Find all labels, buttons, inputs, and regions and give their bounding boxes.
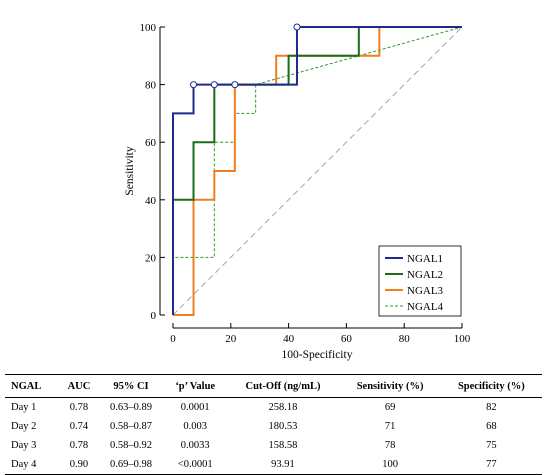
cell-auc: 0.78 — [69, 402, 89, 413]
y-tick-label: 80 — [145, 80, 157, 92]
cell-ci: 0.63–0.89 — [109, 402, 152, 413]
legend: NGAL1 NGAL2 NGAL3 NGAL4 — [378, 245, 462, 317]
y-tick-label: 0 — [151, 310, 157, 322]
x-axis-title: 100-Specificity — [282, 349, 353, 361]
point-marker — [190, 81, 198, 89]
cell-p-value: 0.003 — [183, 421, 208, 432]
x-tick-label: 100 — [454, 333, 471, 345]
cell-ci: 0.58–0.87 — [109, 421, 152, 432]
table-row: Day 4 0.90 0.69–0.98 <0.0001 93.91 100 7… — [5, 455, 542, 475]
header-sensitivity: Sensitivity (%) — [339, 374, 441, 398]
cell-sensitivity: 69 — [384, 402, 396, 413]
cell-day: Day 1 — [11, 402, 37, 413]
cell-day: Day 2 — [11, 421, 37, 432]
y-axis-ticks: 0 20 40 60 80 100 — [140, 22, 165, 322]
legend-label: NGAL4 — [407, 301, 444, 313]
x-axis-ticks: 0 20 40 60 80 100 — [170, 323, 471, 345]
cell-day: Day 3 — [11, 440, 37, 451]
legend-label: NGAL1 — [407, 253, 443, 265]
header-p-value: ‘p’ Value — [163, 374, 227, 398]
point-marker — [210, 81, 218, 89]
cell-sensitivity: 71 — [384, 421, 396, 432]
header-ci: 95% CI — [98, 374, 164, 398]
x-tick-label: 40 — [283, 333, 295, 345]
header-auc: AUC — [59, 374, 99, 398]
roc-chart: 0 20 40 60 80 100 0 20 40 60 80 100 Sensitivity 10… — [124, 22, 471, 361]
cell-cutoff: 258.18 — [268, 402, 298, 413]
cell-specificity: 68 — [486, 421, 497, 432]
series-line-ngal3 — [173, 26, 462, 316]
y-axis-title: Sensitivity — [124, 146, 136, 195]
point-marker — [293, 23, 301, 31]
plot-frame — [159, 27, 462, 329]
x-tick-label: 80 — [399, 333, 411, 345]
y-tick-label: 20 — [145, 252, 157, 264]
cell-auc: 0.74 — [69, 421, 89, 432]
cell-p-value: 0.0033 — [180, 440, 210, 451]
diagonal-reference-line — [172, 26, 463, 316]
stats-table: NGAL AUC 95% CI ‘p’ Value Cut-Off (ng/mL… — [5, 374, 542, 475]
cell-cutoff: 158.58 — [268, 440, 298, 451]
cell-auc: 0.78 — [69, 440, 89, 451]
legend-label: NGAL2 — [407, 269, 443, 281]
header-specificity: Specificity (%) — [440, 374, 542, 398]
y-tick-label: 40 — [145, 195, 157, 207]
header-cutoff: Cut-Off (ng/mL) — [226, 374, 340, 398]
point-marker — [231, 81, 239, 89]
series-line-ngal4 — [172, 26, 463, 315]
table-row: Day 2 0.74 0.58–0.87 0.003 180.53 71 68 — [5, 417, 542, 436]
y-tick-label: 60 — [145, 137, 157, 149]
x-tick-label: 0 — [170, 333, 176, 345]
header-ngal: NGAL — [5, 374, 60, 398]
y-tick-label: 100 — [140, 22, 157, 34]
x-tick-label: 20 — [225, 333, 237, 345]
table-row: Day 3 0.78 0.58–0.92 0.0033 158.58 78 75 — [5, 436, 542, 455]
legend-label: NGAL3 — [407, 285, 444, 297]
cell-p-value: 0.0001 — [180, 402, 210, 413]
roc-markers — [190, 23, 301, 89]
cell-specificity: 75 — [486, 440, 497, 451]
cell-specificity: 82 — [486, 402, 497, 413]
cell-sensitivity: 78 — [384, 440, 396, 451]
table-header-row: NGAL AUC 95% CI ‘p’ Value Cut-Off (ng/mL… — [5, 374, 542, 398]
x-tick-label: 60 — [341, 333, 353, 345]
cell-ci: 0.58–0.92 — [109, 440, 152, 451]
cell-cutoff: 180.53 — [268, 421, 298, 432]
table-row: Day 1 0.78 0.63–0.89 0.0001 258.18 69 82 — [5, 398, 542, 418]
